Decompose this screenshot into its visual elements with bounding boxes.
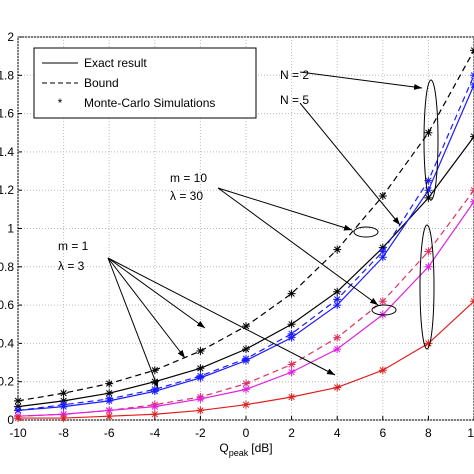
legend-label: Monte-Carlo Simulations xyxy=(84,96,215,110)
simulation-point xyxy=(105,406,114,415)
simulation-point xyxy=(14,396,22,405)
y-tick-label: 0.4 xyxy=(0,336,14,350)
simulation-point xyxy=(105,379,114,388)
annotation: N = 2 xyxy=(280,68,309,82)
y-tick-label: 1.6 xyxy=(0,107,14,121)
simulation-point xyxy=(59,389,68,398)
simulation-point xyxy=(378,247,387,256)
y-tick-label: 1.2 xyxy=(0,183,14,197)
annotation: m = 1 xyxy=(58,239,89,253)
simulation-point xyxy=(378,191,387,200)
x-label-sub: peak xyxy=(229,448,249,458)
simulation-point xyxy=(378,366,387,375)
simulation-point xyxy=(242,322,250,331)
simulation-point xyxy=(196,347,205,356)
simulation-point xyxy=(242,400,250,409)
simulation-point xyxy=(196,394,205,403)
simulation-point xyxy=(424,262,433,271)
simulation-point xyxy=(333,295,342,304)
y-tick-label: 0 xyxy=(7,413,14,427)
simulation-point xyxy=(287,320,296,329)
simulation-point xyxy=(150,402,159,411)
x-label-main: Q xyxy=(219,441,228,455)
x-tick-label: -6 xyxy=(104,426,115,440)
simulation-point xyxy=(196,373,205,382)
legend-label: Exact result xyxy=(84,56,147,70)
simulation-point xyxy=(424,128,433,137)
x-label-unit: [dB] xyxy=(251,441,272,455)
x-tick-label: -10 xyxy=(9,426,27,440)
x-tick-label: 4 xyxy=(334,426,341,440)
y-tick-label: 1 xyxy=(7,222,14,236)
simulation-point xyxy=(333,245,342,254)
simulation-point xyxy=(287,393,296,402)
simulation-point xyxy=(333,345,342,354)
simulation-point xyxy=(424,193,433,202)
simulation-point xyxy=(287,360,296,369)
simulation-point xyxy=(105,389,114,398)
annotation: λ = 3 xyxy=(58,259,85,273)
x-tick-label: 8 xyxy=(425,426,432,440)
simulation-point xyxy=(333,287,342,296)
annotation: m = 10 xyxy=(170,171,207,185)
simulation-point xyxy=(424,186,433,195)
annotation-arrows xyxy=(107,71,439,389)
x-tick-label: -4 xyxy=(149,426,160,440)
y-tick-label: 0.8 xyxy=(0,260,14,274)
simulation-point xyxy=(150,366,159,375)
simulation-point xyxy=(150,387,159,396)
simulation-point xyxy=(14,406,22,415)
simulation-point xyxy=(14,414,22,423)
simulation-point xyxy=(333,383,342,392)
y-tick-label: 1.4 xyxy=(0,145,14,159)
simulation-point xyxy=(150,410,159,419)
simulation-point xyxy=(242,345,250,354)
simulation-point xyxy=(196,364,205,373)
simulation-point xyxy=(242,379,250,388)
simulation-point xyxy=(287,289,296,298)
simulation-point xyxy=(378,253,387,262)
annotation: N = 5 xyxy=(280,93,309,107)
simulation-point xyxy=(196,406,205,415)
x-axis-label: Qpeak [dB] xyxy=(219,441,272,458)
simulation-point xyxy=(470,71,474,80)
legend-star: * xyxy=(58,96,63,110)
x-tick-label: 6 xyxy=(379,426,386,440)
y-tick-label: 2 xyxy=(7,30,14,44)
legend-label: Bound xyxy=(84,76,119,90)
y-tick-label: 0.2 xyxy=(0,375,14,389)
simulation-point xyxy=(378,297,387,306)
annotation: λ = 30 xyxy=(170,189,203,203)
x-tick-label: 0 xyxy=(243,426,250,440)
y-tick-label: 1.8 xyxy=(0,68,14,82)
simulation-point xyxy=(287,368,296,377)
simulation-point xyxy=(105,412,114,421)
simulation-point xyxy=(287,333,296,342)
simulation-point xyxy=(333,301,342,310)
simulation-point xyxy=(59,402,68,411)
y-tick-label: 0.6 xyxy=(0,298,14,312)
x-tick-label: 10 xyxy=(467,426,474,440)
simulation-point xyxy=(424,339,433,348)
simulation-point xyxy=(59,414,68,423)
x-tick-label: -8 xyxy=(58,426,69,440)
simulation-point xyxy=(242,385,250,394)
simulation-point xyxy=(333,333,342,342)
simulation-point xyxy=(424,247,433,256)
x-tick-label: -2 xyxy=(195,426,206,440)
legend: * Exact result Bound Monte-Carlo Simulat… xyxy=(33,47,257,119)
simulation-point xyxy=(242,356,250,365)
simulation-point xyxy=(424,176,433,185)
x-tick-label: 2 xyxy=(288,426,295,440)
simulation-point xyxy=(105,396,114,405)
